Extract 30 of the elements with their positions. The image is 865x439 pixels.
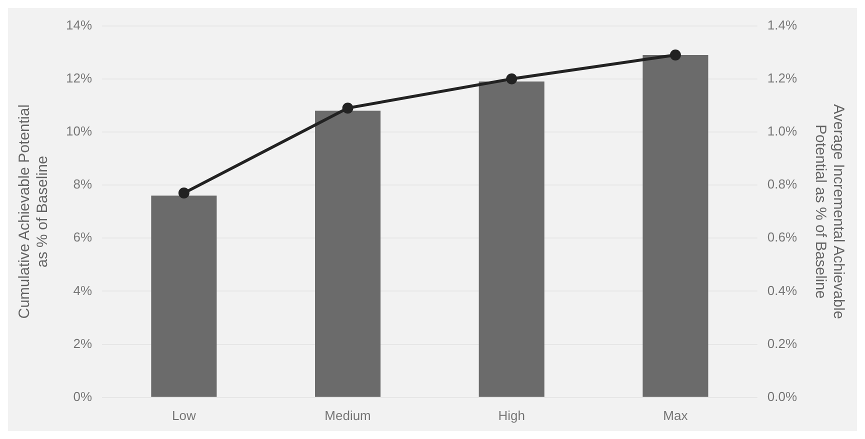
bar xyxy=(642,54,708,397)
x-tick-label: Medium xyxy=(324,408,371,423)
y-tick-label: 10% xyxy=(66,124,92,139)
point xyxy=(178,188,190,199)
y-tick-label: 4% xyxy=(73,282,92,298)
y2-tick-label: 1.2% xyxy=(767,70,798,86)
y-tick-label: 14% xyxy=(66,17,92,32)
point xyxy=(670,49,681,60)
y2-tick-label: 1.4% xyxy=(767,17,798,32)
y2-axis-title: Average Incremental Achievable Potential as % of Baseline xyxy=(812,104,847,320)
y-tick-label: 2% xyxy=(73,336,92,351)
point xyxy=(342,102,354,114)
bar xyxy=(151,196,217,397)
y2-tick-label: 0.2% xyxy=(767,336,798,351)
y-tick-label: 6% xyxy=(73,230,92,245)
bar xyxy=(315,110,381,397)
y2-tick-label: 0.6% xyxy=(767,230,798,245)
x-tick-label: Low xyxy=(172,408,196,423)
y2-tick-label: 0.0% xyxy=(767,388,798,404)
y2-tick-label: 0.8% xyxy=(767,176,798,192)
x-tick-label: Max xyxy=(663,408,688,423)
y-tick-label: 8% xyxy=(73,176,92,192)
y-tick-label: 12% xyxy=(66,70,92,86)
y-tick-label: 0% xyxy=(73,388,92,404)
y2-tick-label: 1.0% xyxy=(767,124,798,139)
bar xyxy=(478,82,544,397)
y-axis-title: Cumulative Achievable Potential as % of Baseline xyxy=(16,104,52,319)
point xyxy=(506,73,518,84)
x-tick-label: High xyxy=(498,408,525,423)
y2-tick-label: 0.4% xyxy=(767,282,798,298)
